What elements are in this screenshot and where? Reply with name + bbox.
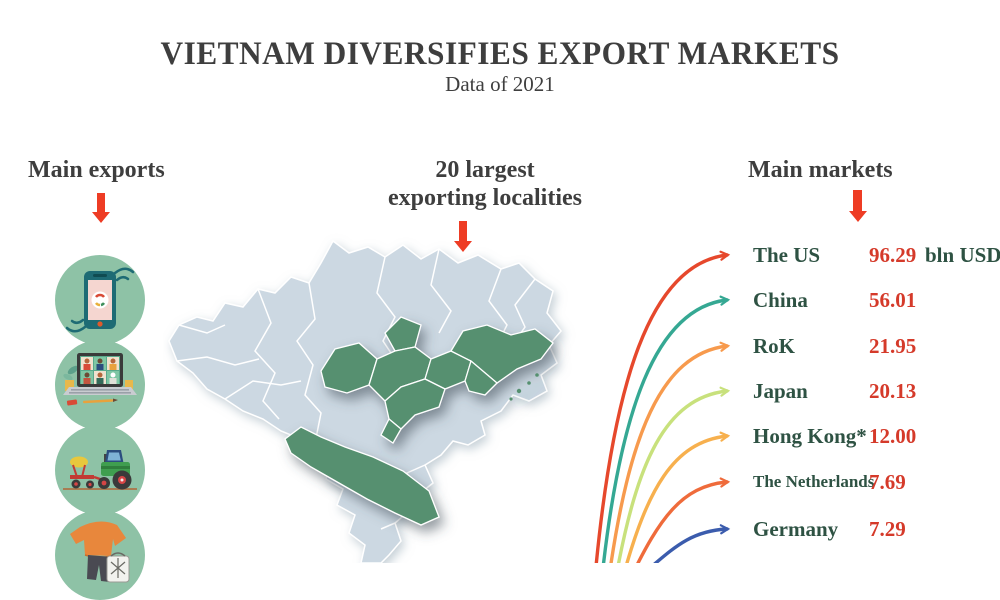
market-country: Hong Kong* — [753, 424, 867, 448]
market-country: The US — [753, 243, 821, 267]
market-value: 96.29 — [869, 243, 917, 267]
export-circle-smartphone — [55, 255, 145, 345]
market-row-rok: RoK 21.95 — [753, 334, 916, 361]
localities-heading-line2: exporting localities — [388, 185, 582, 211]
market-country: The Netherlands — [753, 472, 875, 491]
market-unit: bln USD — [925, 243, 1000, 267]
market-country: China — [753, 288, 808, 312]
market-arrow-japan — [616, 386, 731, 563]
market-row-hong-kong: Hong Kong* 12.00 — [753, 424, 916, 451]
market-row-netherlands: The Netherlands 7.69 — [753, 470, 906, 495]
market-value: 7.69 — [869, 470, 906, 494]
localities-heading: 20 largest exporting localities — [330, 156, 640, 212]
market-country: RoK — [753, 334, 795, 358]
localities-heading-line1: 20 largest — [435, 157, 535, 183]
markets-heading: Main markets — [748, 157, 893, 183]
market-value: 56.01 — [869, 288, 917, 312]
market-value: 7.29 — [869, 517, 906, 541]
map-islands — [509, 373, 539, 401]
export-circle-electronics — [55, 340, 145, 430]
down-arrow-icon — [848, 190, 867, 222]
market-arrow-netherlands — [636, 477, 731, 563]
market-arrow-hong-kong — [625, 431, 731, 563]
map-base-region — [168, 239, 562, 563]
page-subtitle: Data of 2021 — [445, 72, 555, 96]
market-arrow-rok — [609, 341, 731, 563]
market-value: 20.13 — [869, 379, 917, 403]
vietnam-north-provinces-map — [168, 239, 562, 563]
market-arrow-china — [601, 295, 731, 563]
page-title: VIETNAM DIVERSIFIES EXPORT MARKETS — [160, 36, 840, 73]
map-highlighted-provinces — [284, 316, 554, 526]
garments-icon — [70, 521, 130, 583]
down-arrow-icon — [454, 221, 472, 252]
down-arrow-icon — [92, 193, 110, 223]
market-value: 21.95 — [869, 334, 917, 358]
market-arrow-germany — [653, 524, 731, 563]
market-row-japan: Japan 20.13 — [753, 379, 916, 406]
smartphone-icon — [65, 267, 135, 333]
market-country: Japan — [753, 379, 808, 403]
market-arrow-the-us — [594, 250, 731, 563]
export-circle-garments — [55, 510, 145, 600]
market-row-germany: Germany 7.29 — [753, 517, 906, 544]
tractor-icon — [63, 450, 137, 490]
market-row-the-us: The US 96.29 bln USD — [753, 243, 1000, 270]
market-country: Germany — [753, 517, 839, 541]
market-value: 12.00 — [869, 424, 917, 448]
export-circle-machinery — [55, 425, 145, 515]
market-row-china: China 56.01 — [753, 288, 916, 315]
laptop-video-call-icon — [63, 353, 137, 406]
exports-heading: Main exports — [28, 157, 165, 183]
